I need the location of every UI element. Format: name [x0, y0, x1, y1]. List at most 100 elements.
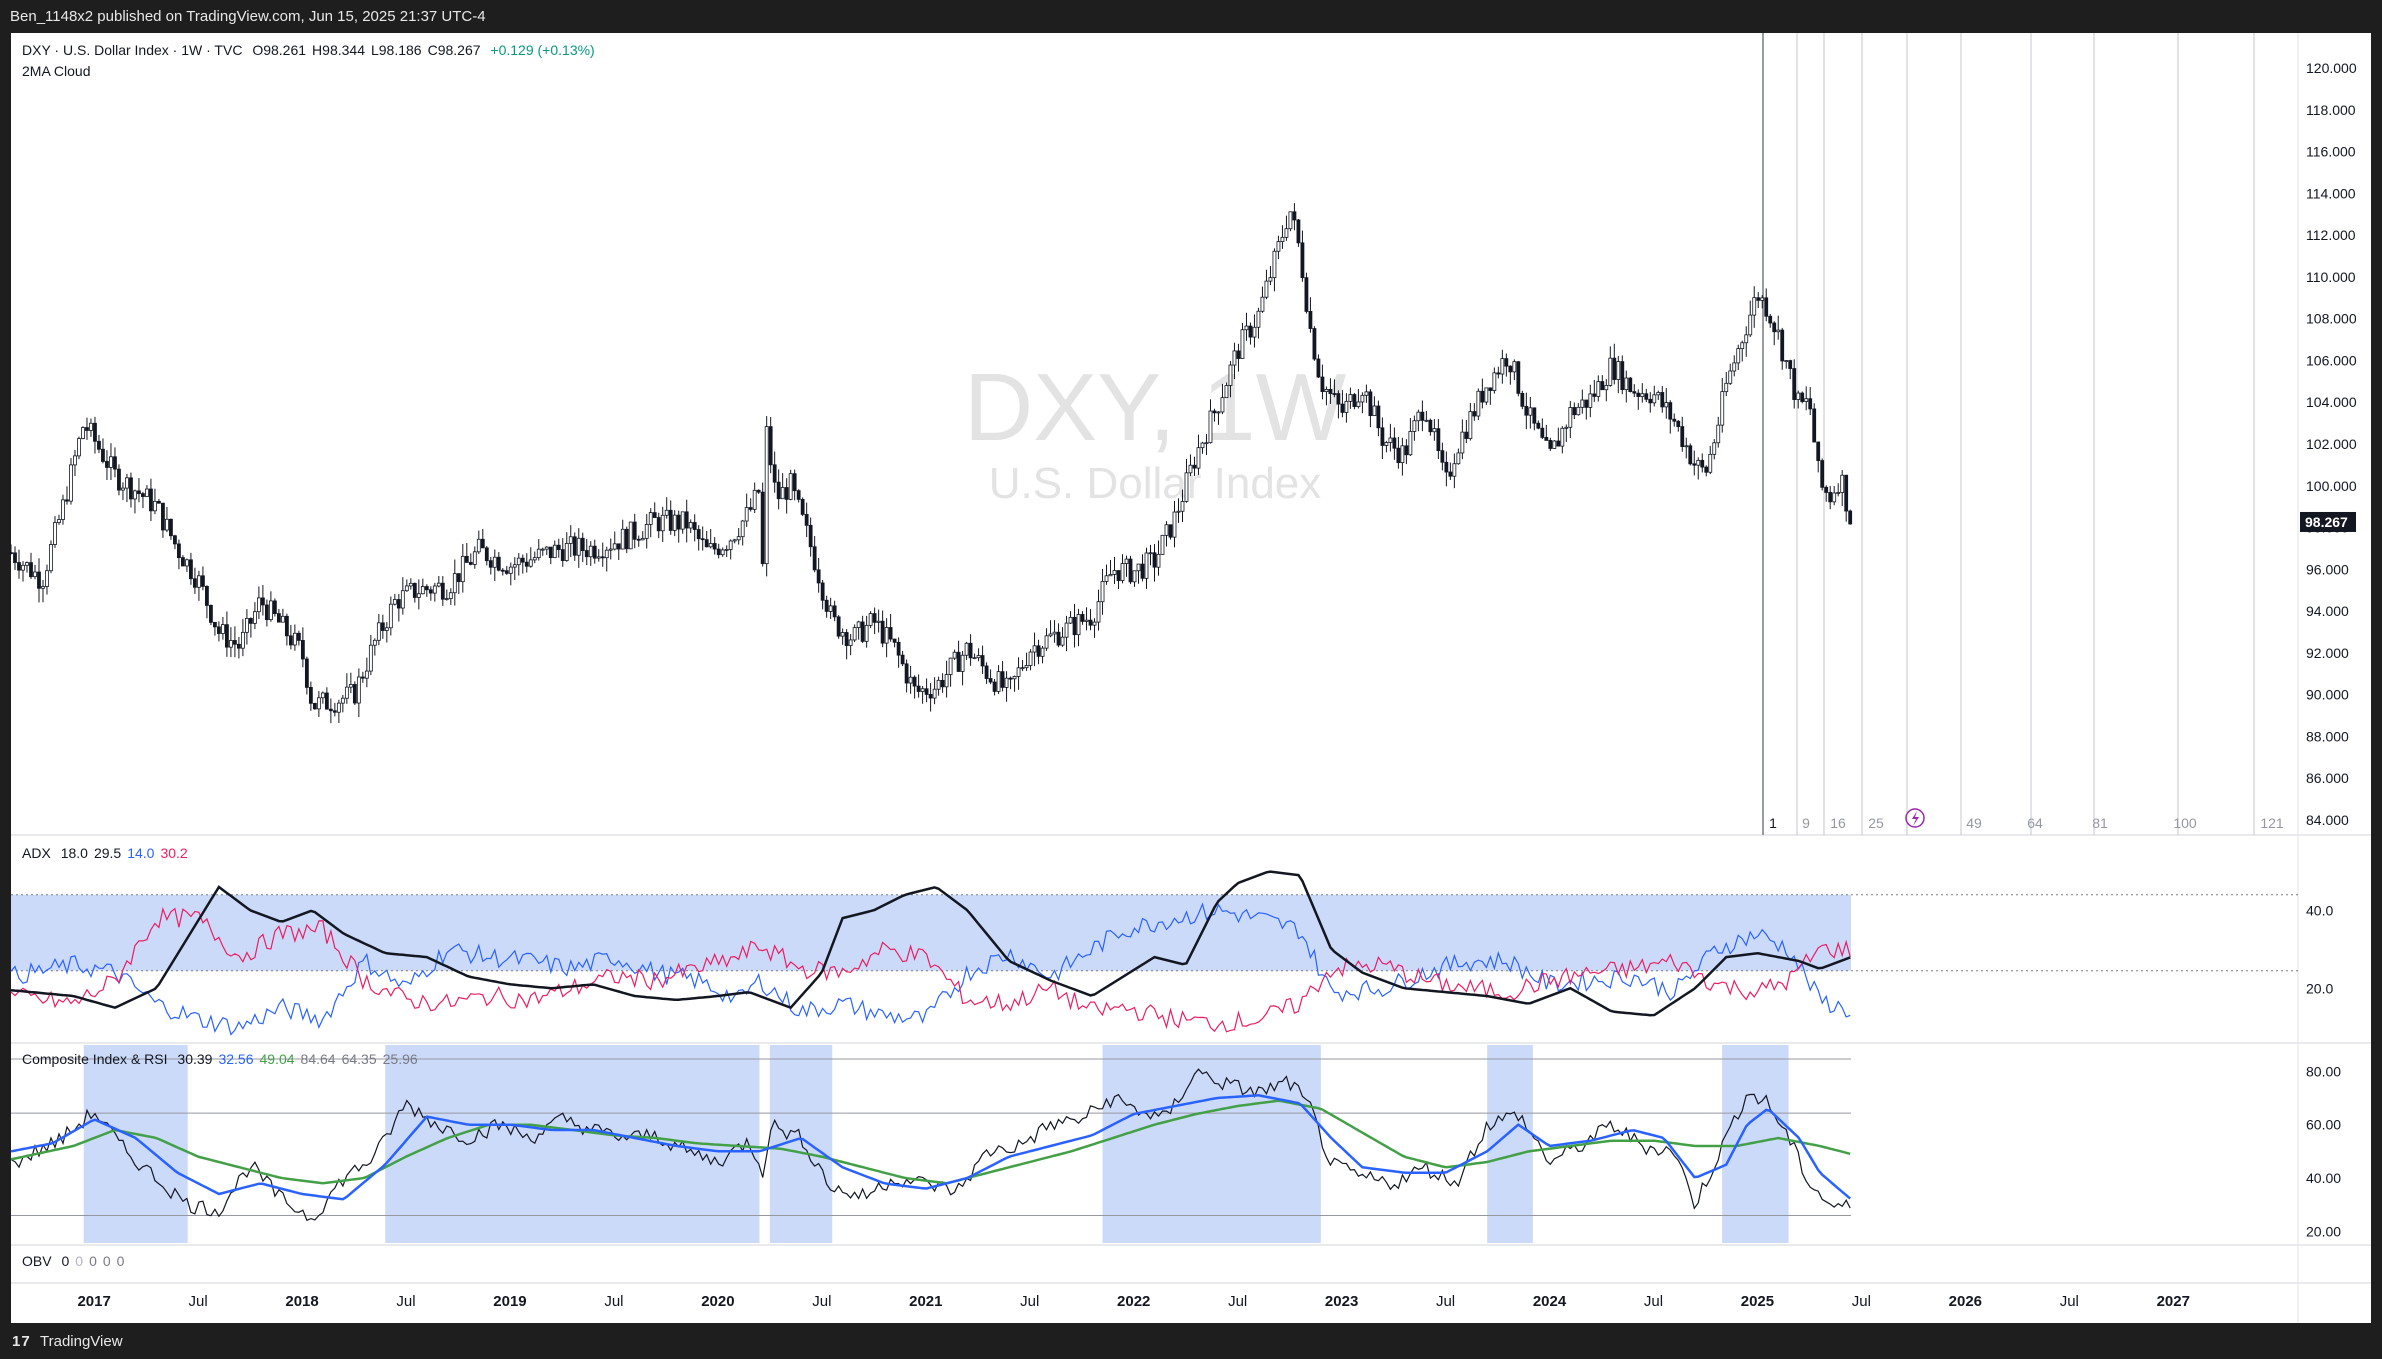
ohlc-value-2: L98.186	[370, 42, 422, 58]
obv-value-4: 0	[116, 1253, 125, 1269]
candle-body	[1284, 228, 1289, 238]
candle-body	[992, 681, 997, 692]
candle-body	[1172, 511, 1177, 538]
candle-body	[1636, 392, 1641, 397]
ci-tick-label: 80.00	[2306, 1063, 2341, 1079]
candle-body	[832, 605, 837, 618]
candle-body	[21, 564, 25, 571]
candle-body	[652, 512, 657, 518]
adx-tick-label: 40.0	[2306, 902, 2333, 918]
candle-body	[1836, 492, 1841, 494]
candle-body	[1204, 442, 1209, 445]
candle-body	[644, 524, 649, 539]
x-tick-label: Jul	[1644, 1293, 1663, 1310]
candle-body	[1648, 398, 1653, 404]
candle-body	[824, 599, 829, 612]
indicator-name: 2MA Cloud	[22, 63, 91, 79]
candle-body	[868, 613, 873, 626]
candle-body	[1268, 277, 1273, 282]
candle-body	[1376, 405, 1381, 429]
candle-body	[952, 651, 957, 659]
candle-body	[616, 543, 621, 550]
candle-body	[408, 582, 413, 587]
price-tick-label: 110.000	[2306, 269, 2356, 285]
candle-body	[1592, 393, 1597, 397]
candle-body	[1208, 410, 1213, 444]
candle-body	[976, 655, 981, 659]
candle-body	[1236, 350, 1241, 359]
candle-body	[464, 555, 469, 563]
candle-body	[1732, 362, 1737, 372]
adx-legend[interactable]: ADX 18.0 29.5 14.0 30.2	[22, 845, 188, 861]
candle-body	[348, 684, 353, 688]
candle-body	[1840, 474, 1845, 493]
candle-body	[1276, 241, 1281, 252]
candle-body	[892, 638, 897, 643]
candle-body	[432, 585, 437, 594]
price-tick-label: 114.000	[2306, 185, 2356, 201]
ohlc-value-0: O98.261	[252, 42, 307, 58]
candle-body	[1588, 393, 1593, 408]
x-tick-label: 2018	[285, 1293, 318, 1310]
candle-body	[65, 499, 69, 502]
candle-body	[89, 422, 93, 431]
candle-body	[1196, 447, 1201, 469]
candle-body	[440, 582, 445, 600]
candle-body	[1016, 667, 1021, 677]
candle-body	[229, 640, 233, 648]
candle-body	[1820, 460, 1825, 488]
x-tick-label: Jul	[396, 1293, 415, 1310]
x-tick-label: 2020	[701, 1293, 734, 1310]
candle-body	[328, 708, 333, 712]
symbol-legend[interactable]: DXY · U.S. Dollar Index · 1W · TVC O98.2…	[22, 42, 595, 58]
candle-body	[1048, 633, 1053, 637]
price-tick-label: 118.000	[2306, 102, 2356, 118]
price-tick-label: 106.000	[2306, 352, 2357, 368]
candle-body	[117, 468, 121, 491]
candle-body	[1068, 616, 1073, 624]
candle-body	[1828, 492, 1833, 503]
candle-body	[828, 605, 833, 612]
candle-body	[1412, 420, 1417, 432]
candle-body	[1408, 431, 1413, 456]
candle-body	[840, 632, 845, 637]
candle-body	[428, 589, 433, 594]
candle-body	[125, 477, 129, 489]
candle-body	[1108, 574, 1113, 577]
chart-area[interactable]: DXY, 1WU.S. Dollar Index 1 9 16 25 49 64 81 100 1…	[0, 0, 2382, 1323]
candle-body	[1260, 296, 1265, 312]
candle-body	[724, 548, 729, 551]
last-price-box	[2300, 511, 2356, 532]
candle-body	[53, 522, 57, 545]
candle-body	[316, 697, 321, 710]
composite-index-line	[10, 1068, 1851, 1222]
candle-body	[380, 622, 385, 631]
adx-value-1: 29.5	[93, 845, 122, 861]
candle-body	[121, 487, 125, 491]
candle-body	[221, 624, 225, 634]
ci-legend[interactable]: Composite Index & RSI 30.39 32.56 49.04 84.…	[22, 1051, 418, 1067]
candle-body	[1272, 250, 1277, 279]
candle-body	[1288, 211, 1293, 230]
candle-body	[173, 535, 177, 545]
candle-body	[660, 514, 665, 532]
candle-body	[1324, 389, 1329, 392]
candle-body	[388, 603, 393, 629]
candle-body	[213, 621, 217, 628]
x-tick-label: 2019	[493, 1293, 526, 1310]
candle-body	[508, 566, 513, 574]
candle-body	[808, 524, 813, 548]
obv-value-0: 0	[61, 1253, 70, 1269]
candle-body	[1212, 410, 1217, 414]
candle-body	[1000, 671, 1005, 688]
candle-body	[1608, 357, 1613, 386]
candle-body	[496, 556, 501, 571]
candle-body	[940, 679, 945, 688]
candle-body	[592, 545, 597, 559]
x-tick-label: Jul	[2060, 1293, 2079, 1310]
candle-body	[1248, 325, 1253, 338]
candle-body	[332, 710, 337, 713]
indicator-legend-2ma[interactable]: 2MA Cloud	[22, 63, 90, 79]
candle-body	[932, 688, 937, 699]
